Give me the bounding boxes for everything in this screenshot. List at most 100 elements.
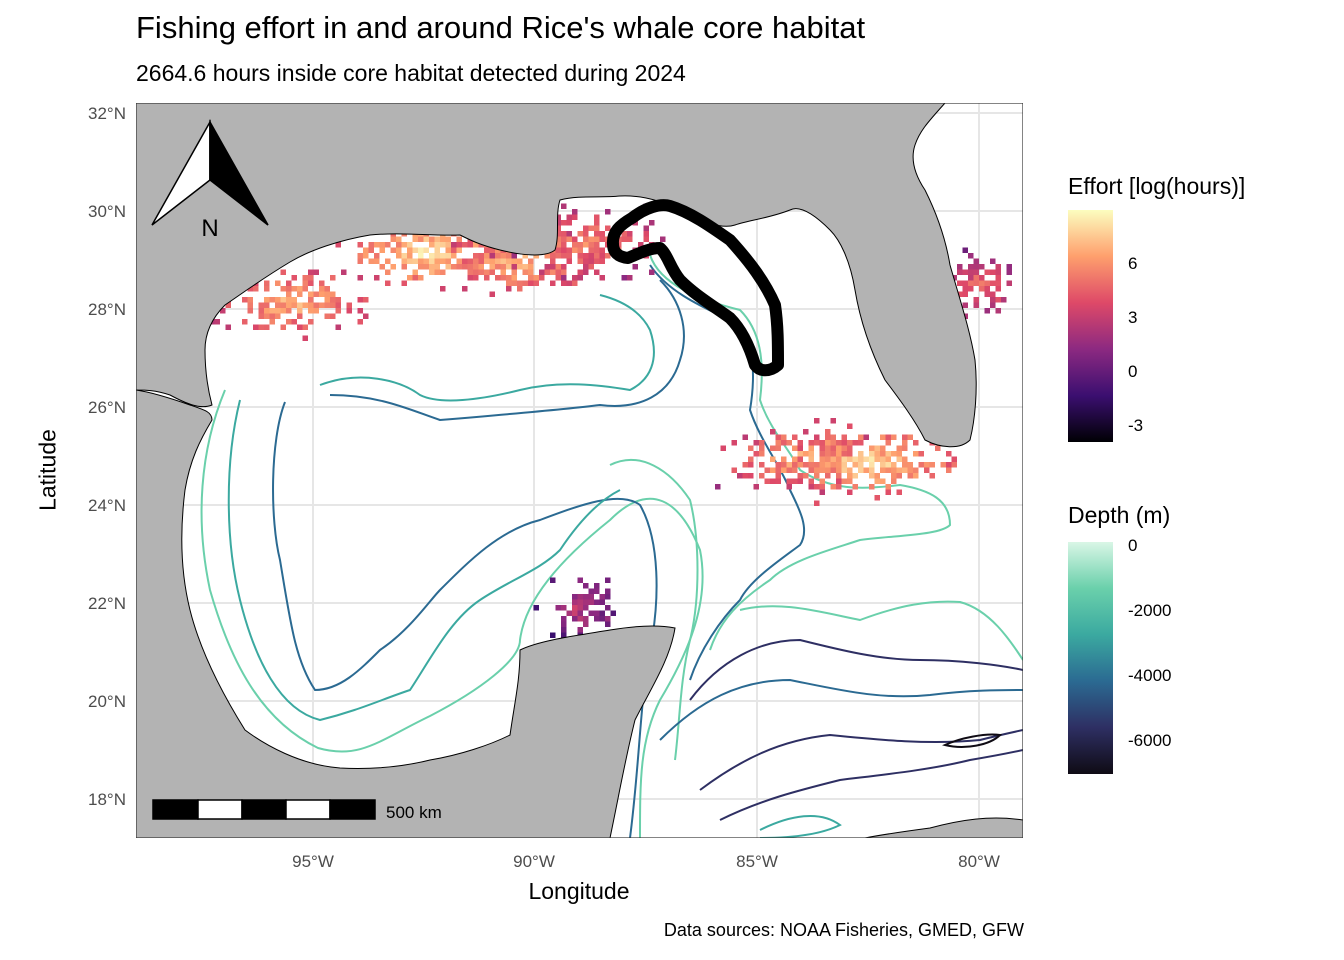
effort-cell (577, 275, 583, 281)
effort-cell (1006, 269, 1012, 275)
effort-cell (885, 462, 891, 468)
effort-cell (594, 599, 600, 605)
effort-cell (324, 297, 330, 303)
effort-cell (561, 269, 567, 275)
effort-cell (803, 462, 809, 468)
effort-cell (847, 489, 853, 495)
effort-cell (748, 462, 754, 468)
effort-cell (951, 462, 957, 468)
effort-cell (555, 247, 561, 253)
effort-cell (808, 440, 814, 446)
effort-cell (792, 445, 798, 451)
effort-cell (825, 451, 831, 457)
effort-cell (847, 440, 853, 446)
effort-cell (599, 599, 605, 605)
effort-cell (841, 456, 847, 462)
chart-title: Fishing effort in and around Rice's whal… (136, 10, 866, 45)
effort-cell (302, 275, 308, 281)
effort-cell (280, 308, 286, 314)
effort-cell (874, 456, 880, 462)
effort-cell (594, 253, 600, 259)
effort-cell (445, 258, 451, 264)
effort-cell (308, 280, 314, 286)
effort-cell (902, 456, 908, 462)
effort-cell (445, 236, 451, 242)
effort-cell (544, 253, 550, 259)
effort-cell (517, 280, 523, 286)
scale-bar: 500 km (152, 799, 442, 822)
effort-cell (775, 473, 781, 479)
effort-cell (429, 236, 435, 242)
effort-cell (418, 264, 424, 270)
effort-cell (797, 478, 803, 484)
effort-cell (792, 462, 798, 468)
effort-cell (561, 203, 567, 209)
effort-cell (825, 445, 831, 451)
depth-contour-deep (699, 729, 1023, 791)
effort-cell (583, 236, 589, 242)
effort-cell (511, 269, 517, 275)
effort-cell (649, 220, 655, 226)
effort-cell (407, 247, 413, 253)
effort-cell (302, 286, 308, 292)
effort-cell (269, 313, 275, 319)
effort-cell (434, 253, 440, 259)
effort-cell (770, 478, 776, 484)
depth-contour-deep (689, 638, 1023, 701)
effort-cell (555, 225, 561, 231)
effort-cell (874, 445, 880, 451)
effort-cell (594, 269, 600, 275)
effort-cell (995, 280, 1001, 286)
effort-cell (379, 264, 385, 270)
y-tick-label: 30°N (88, 202, 126, 221)
effort-cell (429, 242, 435, 248)
effort-cell (467, 242, 473, 248)
effort-cell (819, 467, 825, 473)
effort-cell (951, 275, 957, 281)
effort-cell (489, 291, 495, 297)
effort-cell (792, 456, 798, 462)
effort-cell (891, 473, 897, 479)
land (136, 103, 1023, 838)
effort-cell (330, 297, 336, 303)
effort-cell (500, 275, 506, 281)
effort-cell (330, 302, 336, 308)
effort-cell (533, 253, 539, 259)
effort-cell (440, 242, 446, 248)
effort-cell (401, 280, 407, 286)
effort-cell (225, 324, 231, 330)
effort-cell (995, 308, 1001, 314)
effort-cell (561, 616, 567, 622)
effort-cell (363, 253, 369, 259)
effort-cell (814, 484, 820, 490)
effort-cell (467, 275, 473, 281)
effort-cell (275, 308, 281, 314)
effort-cell (880, 445, 886, 451)
effort-cell (913, 440, 919, 446)
effort-cell (522, 269, 528, 275)
effort-cell (775, 478, 781, 484)
effort-cell (308, 291, 314, 297)
effort-cell (478, 264, 484, 270)
effort-cell (742, 462, 748, 468)
effort-cell (533, 275, 539, 281)
effort-cell (781, 456, 787, 462)
effort-cell (775, 467, 781, 473)
effort-cell (286, 319, 292, 325)
effort-cell (907, 434, 913, 440)
effort-cell (605, 588, 611, 594)
effort-cell (572, 599, 578, 605)
effort-cell (907, 462, 913, 468)
effort-cell (803, 473, 809, 479)
effort-cell (781, 440, 787, 446)
effort-cell (269, 308, 275, 314)
effort-cell (759, 473, 765, 479)
effort-cell (973, 280, 979, 286)
effort-cell (308, 302, 314, 308)
effort-cell (946, 467, 952, 473)
effort-cell (891, 478, 897, 484)
effort-cell (390, 247, 396, 253)
effort-cell (830, 440, 836, 446)
effort-cell (258, 324, 264, 330)
effort-cell (627, 275, 633, 281)
